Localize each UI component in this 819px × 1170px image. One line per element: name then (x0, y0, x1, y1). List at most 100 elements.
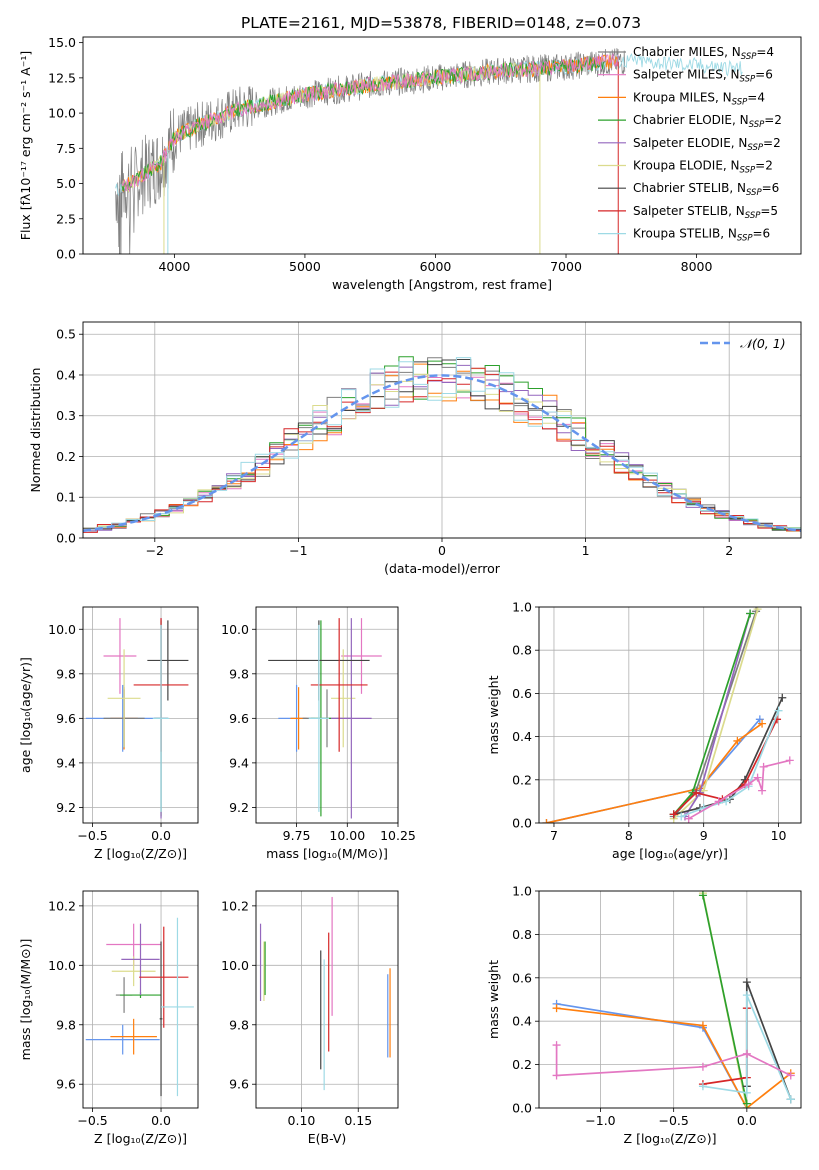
plus-marker (742, 1099, 751, 1108)
x-tick-label: 10.25 (380, 828, 416, 843)
y-tick-label: 10.0 (48, 958, 76, 973)
y-tick-label: 9.8 (229, 666, 249, 681)
histogram-steps (83, 356, 801, 533)
legend-label: Chabrier STELIB, NSSP=6 (633, 181, 779, 198)
plus-marker (684, 814, 693, 823)
x-tick-label: 7 (550, 828, 558, 843)
histogram-series (83, 367, 801, 533)
x-axis-label: (data-model)/error (384, 561, 501, 576)
x-tick-label: 0.0 (151, 828, 171, 843)
x-axis-label: Z [log₁₀(Z/Z⊙)] (94, 846, 187, 861)
plus-marker (552, 1071, 561, 1080)
mass-weight-series (546, 718, 761, 823)
mass-weight-series (673, 613, 751, 815)
mass-weight-series (702, 895, 748, 1104)
y-tick-label: 9.2 (229, 800, 249, 815)
plus-marker (692, 788, 701, 797)
y-tick-label: 10.0 (48, 622, 76, 637)
y-tick-label: 10.0 (221, 622, 249, 637)
plus-marker (742, 991, 751, 1000)
y-tick-label: 0.2 (512, 772, 532, 787)
x-tick-label: 9.75 (283, 828, 311, 843)
y-tick-label: 0.2 (512, 1057, 532, 1072)
errorbar-point (159, 941, 163, 1097)
y-axis-label: Normed distribution (28, 368, 43, 493)
mass_vs_Z-axes: −0.5 0.0 9.6 9.8 10.0 10.2 Z [log₁₀(Z/Z⊙)] mass… (18, 891, 198, 1146)
x-tick-label: 8000 (681, 259, 713, 274)
y-tick-label: 0.1 (56, 490, 76, 505)
errorbar-point (341, 618, 382, 694)
spectrum-model-line (121, 52, 619, 193)
x-tick-label: 2 (725, 543, 733, 558)
plus-marker (786, 1095, 795, 1104)
mass-weight-series (702, 994, 792, 1100)
y-tick-label: 9.8 (56, 1017, 76, 1032)
plus-marker (755, 715, 764, 724)
errorbar-point (308, 624, 330, 812)
y-tick-label: 10.0 (221, 958, 249, 973)
y-tick-label: 10.2 (48, 898, 76, 913)
x-tick-label: 10 (771, 828, 787, 843)
plus-marker (786, 1071, 795, 1080)
mass-weight-series (556, 1007, 792, 1108)
y-tick-label: 12.5 (48, 70, 76, 85)
errorbar-point (152, 624, 170, 812)
legend-label: Chabrier MILES, NSSP=4 (633, 45, 774, 62)
plus-marker (552, 1041, 561, 1050)
spectrum-lines (115, 48, 743, 254)
y-axis-label: mass [log₁₀(M/M⊙)] (18, 939, 33, 1061)
age_vs_Z-frame (82, 606, 199, 824)
plus-marker (753, 773, 762, 782)
plus-marker (677, 812, 686, 821)
plus-marker (744, 780, 753, 789)
x-tick-label: 0 (438, 543, 446, 558)
plus-marker (774, 706, 783, 715)
y-tick-label: 1.0 (512, 884, 532, 899)
x-tick-label: 9 (700, 828, 708, 843)
y-axis-label: mass weight (486, 960, 501, 1039)
plus-marker (669, 810, 678, 819)
x-tick-label: −0.5 (77, 828, 107, 843)
y-tick-label: 9.4 (229, 755, 249, 770)
plus-marker (698, 1082, 707, 1091)
errorbar-point (110, 1018, 157, 1055)
legend-label: 𝒩(0, 1) (740, 336, 786, 351)
age_vs_mass-axes: 9.75 10.00 10.25 9.2 9.4 9.6 9.8 10.0 mass [log₁… (221, 607, 416, 861)
errorbar-point (147, 620, 189, 701)
age_vs_Z-errorbars (85, 618, 189, 819)
x-tick-label: −0.5 (77, 1113, 107, 1128)
legend-label: Salpeter STELIB, NSSP=5 (633, 204, 778, 221)
x-tick-label: 7000 (550, 259, 582, 274)
plus-marker (698, 1062, 707, 1071)
x-tick-label: 5000 (289, 259, 321, 274)
x-tick-label: 1 (582, 543, 590, 558)
y-tick-label: 9.6 (56, 711, 76, 726)
y-tick-label: 0.0 (512, 1101, 532, 1116)
x-tick-label: −0.5 (658, 1113, 688, 1128)
residuals-legend: 𝒩(0, 1) (700, 336, 786, 351)
y-tick-label: 9.8 (229, 1017, 249, 1032)
massweight_vs_age-lines (542, 607, 794, 823)
plus-marker (785, 756, 794, 765)
x-tick-label: 10.00 (329, 828, 365, 843)
x-tick-label: 0.0 (151, 1113, 171, 1128)
massweight_vs_Z-frame (538, 890, 802, 1109)
plus-marker (742, 978, 751, 987)
massweight_vs_Z-lines (552, 891, 795, 1108)
errorbar-point (107, 649, 141, 748)
plus-marker (542, 819, 551, 823)
spectrum-legend: Chabrier MILES, NSSP=4 Salpeter MILES, NS… (598, 45, 782, 244)
plus-marker (746, 609, 755, 618)
plus-marker (778, 693, 787, 702)
x-axis-label: mass [log₁₀(M/M⊙)] (266, 846, 388, 861)
errorbar-point (139, 926, 189, 1028)
legend-label: Kroupa MILES, NSSP=4 (633, 90, 765, 107)
residuals-frame (82, 321, 802, 539)
plus-marker (552, 1004, 561, 1013)
errorbar-point (85, 1024, 160, 1055)
x-tick-label: 6000 (420, 259, 452, 274)
age_vs_mass-frame (255, 606, 399, 824)
massweight_vs_age-frame (538, 606, 802, 824)
y-tick-label: 1.0 (512, 600, 532, 615)
